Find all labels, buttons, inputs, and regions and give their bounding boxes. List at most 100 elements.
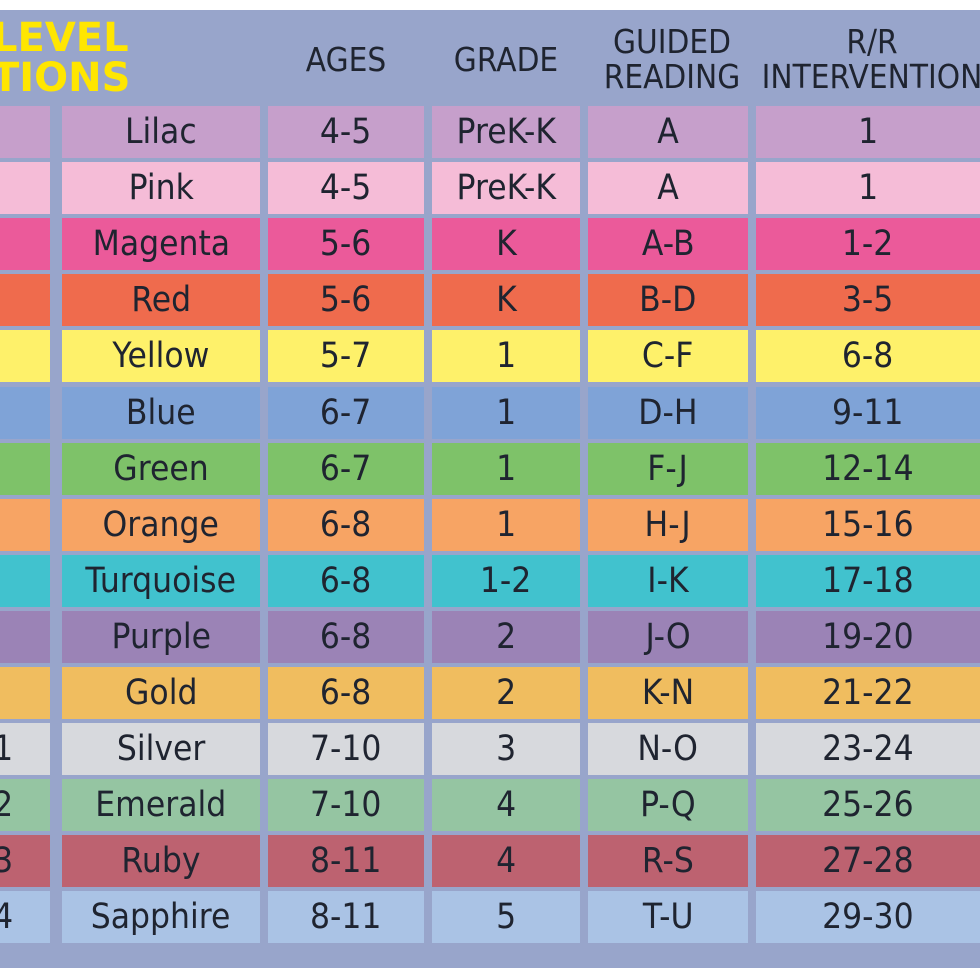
- rr-intervention-cell: 29-30: [756, 891, 980, 944]
- table-row: Magenta 5-6 K A-B 1-2: [0, 218, 980, 271]
- table-row: Red 5-6 K B-D 3-5: [0, 274, 980, 327]
- color-name-cell: Lilac: [62, 106, 260, 158]
- level-number-cell: [0, 162, 50, 215]
- ages-cell: 4-5: [268, 106, 424, 158]
- ages-cell: 6-7: [268, 386, 424, 439]
- color-name-cell: Turquoise: [62, 554, 260, 607]
- grade-cell: 5: [432, 891, 580, 944]
- rr-intervention-cell: 6-8: [756, 330, 980, 383]
- color-name-cell: Emerald: [62, 779, 260, 832]
- guided-reading-cell: A-B: [588, 218, 748, 271]
- ages-cell: 5-6: [268, 274, 424, 327]
- level-number-cell: 1: [0, 723, 50, 776]
- level-number-cell: [0, 274, 50, 327]
- rr-intervention-cell: 1: [756, 106, 980, 158]
- grade-cell: PreK-K: [432, 106, 580, 158]
- color-name-cell: Silver: [62, 723, 260, 776]
- level-number-cell: 4: [0, 891, 50, 944]
- guided-reading-cell: C-F: [588, 330, 748, 383]
- ages-cell: 7-10: [268, 779, 424, 832]
- guided-reading-cell: I-K: [588, 554, 748, 607]
- rr-intervention-cell: 3-5: [756, 274, 980, 327]
- level-number-cell: [0, 442, 50, 495]
- guided-reading-cell: P-Q: [588, 779, 748, 832]
- rr-intervention-cell: 19-20: [756, 610, 980, 663]
- level-number-cell: [0, 218, 50, 271]
- color-name-cell: Gold: [62, 667, 260, 719]
- guided-reading-cell: A: [588, 106, 748, 158]
- table-row: Green 6-7 1 F-J 12-14: [0, 442, 980, 495]
- grade-cell: 1: [432, 330, 580, 383]
- color-name-cell: Purple: [62, 610, 260, 663]
- color-name-cell: Sapphire: [62, 891, 260, 944]
- rr-intervention-cell: 17-18: [756, 554, 980, 607]
- title-line-2: TIONS: [0, 55, 131, 101]
- ages-cell: 4-5: [268, 162, 424, 215]
- header-ages: AGES: [305, 39, 387, 79]
- level-number-cell: [0, 106, 50, 158]
- rr-intervention-cell: 9-11: [756, 386, 980, 439]
- chart-title: LEVEL TIONS: [0, 18, 130, 98]
- level-number-cell: 3: [0, 835, 50, 888]
- table-row: Turquoise 6-8 1-2 I-K 17-18: [0, 554, 980, 607]
- rr-intervention-cell: 21-22: [756, 667, 980, 719]
- guided-reading-cell: A: [588, 162, 748, 215]
- grade-cell: K: [432, 274, 580, 327]
- level-number-cell: [0, 667, 50, 719]
- table-row: Lilac 4-5 PreK-K A 1: [0, 106, 980, 158]
- reading-level-chart: LEVEL TIONS AGES GRADE GUIDED READING R/…: [0, 10, 980, 968]
- ages-cell: 6-7: [268, 442, 424, 495]
- guided-reading-cell: H-J: [588, 498, 748, 551]
- guided-reading-cell: D-H: [588, 386, 748, 439]
- header-guided-reading: GUIDED READING: [603, 22, 741, 96]
- guided-reading-cell: N-O: [588, 723, 748, 776]
- guided-reading-cell: K-N: [588, 667, 748, 719]
- grade-cell: 3: [432, 723, 580, 776]
- guided-reading-cell: T-U: [588, 891, 748, 944]
- color-name-cell: Orange: [62, 498, 260, 551]
- color-name-cell: Magenta: [62, 218, 260, 271]
- level-number-cell: [0, 554, 50, 607]
- ages-cell: 6-8: [268, 498, 424, 551]
- ages-cell: 6-8: [268, 554, 424, 607]
- ages-cell: 8-11: [268, 835, 424, 888]
- ages-cell: 7-10: [268, 723, 424, 776]
- table-row: Yellow 5-7 1 C-F 6-8: [0, 330, 980, 383]
- rr-intervention-cell: 23-24: [756, 723, 980, 776]
- ages-cell: 5-7: [268, 330, 424, 383]
- level-number-cell: [0, 610, 50, 663]
- header-rr-intervention: R/R INTERVENTION: [761, 22, 980, 96]
- grade-cell: PreK-K: [432, 162, 580, 215]
- color-name-cell: Yellow: [62, 330, 260, 383]
- guided-reading-cell: B-D: [588, 274, 748, 327]
- grade-cell: 1: [432, 442, 580, 495]
- grade-cell: 4: [432, 779, 580, 832]
- grade-cell: 1: [432, 498, 580, 551]
- ages-cell: 6-8: [268, 610, 424, 663]
- table-row: Blue 6-7 1 D-H 9-11: [0, 386, 980, 439]
- color-name-cell: Ruby: [62, 835, 260, 888]
- table-row: Orange 6-8 1 H-J 15-16: [0, 498, 980, 551]
- color-name-cell: Blue: [62, 386, 260, 439]
- grade-cell: 1: [432, 386, 580, 439]
- level-number-cell: [0, 386, 50, 439]
- table-row: Gold 6-8 2 K-N 21-22: [0, 667, 980, 719]
- ages-cell: 8-11: [268, 891, 424, 944]
- guided-reading-cell: F-J: [588, 442, 748, 495]
- guided-reading-cell: R-S: [588, 835, 748, 888]
- level-number-cell: [0, 330, 50, 383]
- rr-intervention-cell: 12-14: [756, 442, 980, 495]
- rr-intervention-cell: 25-26: [756, 779, 980, 832]
- rr-intervention-cell: 1-2: [756, 218, 980, 271]
- rr-intervention-cell: 27-28: [756, 835, 980, 888]
- header-grade: GRADE: [453, 39, 559, 79]
- color-name-cell: Red: [62, 274, 260, 327]
- table-row: Purple 6-8 2 J-O 19-20: [0, 610, 980, 663]
- table-row: Pink 4-5 PreK-K A 1: [0, 162, 980, 215]
- rr-intervention-cell: 1: [756, 162, 980, 215]
- grade-cell: 2: [432, 610, 580, 663]
- ages-cell: 6-8: [268, 667, 424, 719]
- grade-cell: 2: [432, 667, 580, 719]
